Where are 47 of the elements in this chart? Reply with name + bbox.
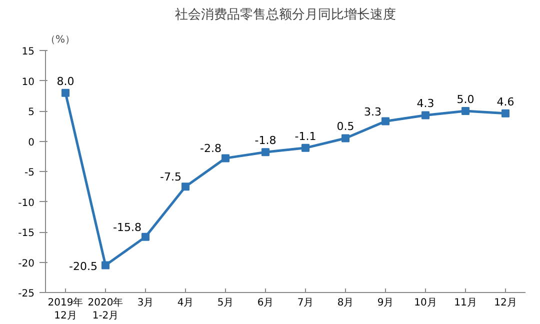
y-axis-title: （%） [46,34,76,46]
data-label: 5.0 [456,93,474,106]
point [62,88,70,97]
point [222,154,230,162]
data-label: 3.3 [364,105,382,118]
point [262,148,270,156]
point [342,134,350,142]
y-tick-label: 10 [22,76,35,88]
y-tick-label: -20 [18,258,35,270]
x-tick-label: 2019年 12月 [48,296,84,322]
x-tick-label: 10月 [414,298,437,308]
x-tick-label: 2020年 1-2月 [88,296,124,322]
data-label: -1.8 [254,134,276,148]
x-tick-label: 7月 [297,298,314,308]
chart-title: 社会消费品零售总额分月同比增长速度 [175,6,396,22]
point [302,144,310,152]
y-tick-label: -5 [24,168,35,178]
data-label: -7.5 [160,170,182,184]
point [462,107,470,115]
x-tick-label: 4月 [177,298,194,308]
y-tick-label: 5 [28,107,35,118]
x-tick-label: 3月 [137,298,154,308]
data-label: -15.8 [113,220,142,234]
x-tick-label: 5月 [217,298,234,308]
data-label: 0.5 [336,120,354,134]
x-tick-label: 12月 [494,298,517,308]
y-tick-label: -10 [18,198,35,209]
data-label: -20.5 [69,260,98,273]
y-tick-label: 15 [22,46,35,58]
point [142,232,150,241]
x-tick-label: 8月 [337,298,354,308]
point [182,182,190,191]
point [422,111,430,120]
data-label: 4.3 [416,97,434,110]
point [502,109,510,118]
data-label: 8.0 [56,74,74,88]
x-tick-label: 11月 [454,298,477,308]
x-tick-label: 9月 [377,298,394,308]
y-tick-label: -15 [18,228,35,239]
data-label: 4.6 [496,95,514,108]
point [382,117,390,126]
data-label: -1.1 [294,130,316,143]
x-tick-label: 6月 [257,298,274,308]
y-tick-label: 0 [28,137,35,148]
data-label: -2.8 [200,142,222,156]
point [102,261,110,270]
y-tick-label: -25 [18,288,35,300]
